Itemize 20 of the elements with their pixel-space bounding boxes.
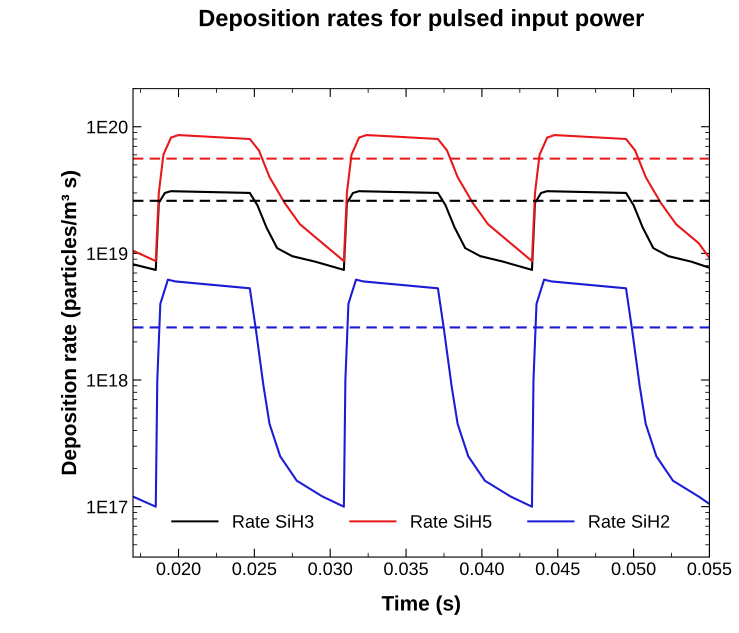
x-tick-label: 0.020 [156, 562, 200, 576]
y-tick-label: 1E20 [87, 120, 128, 134]
y-tick-label: 1E18 [87, 374, 128, 387]
x-tick-label: 0.050 [612, 562, 656, 576]
line-series [133, 278, 710, 508]
x-tick-label: 0.055 [688, 562, 732, 576]
y-axis-title: Deposition rate (particles/m³ s) [61, 171, 80, 474]
x-tick-label: 0.035 [384, 562, 428, 576]
chart-title: Deposition rates for pulsed input power [200, 9, 644, 32]
legend-label: Rate SiH3 [233, 514, 314, 528]
x-tick-label: 0.025 [232, 562, 276, 576]
y-tick-label: 1E19 [87, 247, 128, 260]
x-tick-label: 0.040 [460, 562, 504, 576]
y-tick-label: 1E17 [87, 500, 128, 514]
legend-label: Rate SiH2 [589, 514, 670, 528]
x-tick-label: 0.045 [536, 562, 580, 576]
line-series [133, 134, 710, 262]
x-tick-label: 0.030 [308, 562, 352, 576]
x-axis-title: Time (s) [382, 595, 460, 615]
legend-label: Rate SiH5 [411, 514, 492, 528]
